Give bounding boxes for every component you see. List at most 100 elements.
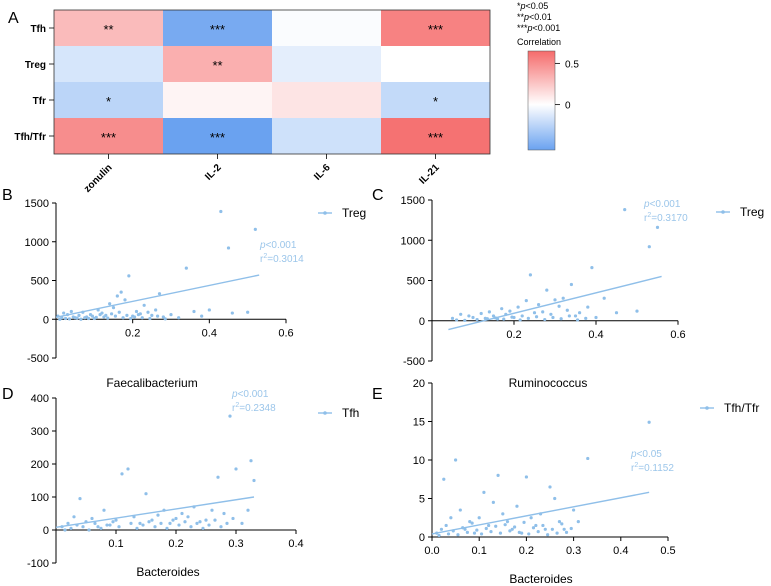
data-point-b-32 xyxy=(192,309,196,314)
x-tick-label-e-3: 0.3 xyxy=(566,545,581,557)
data-point-d-44 xyxy=(129,521,133,526)
data-point-d-21 xyxy=(186,515,190,519)
data-point-b-41 xyxy=(63,316,68,321)
data-point-d-57 xyxy=(207,523,211,527)
data-point-b-30 xyxy=(177,316,181,320)
x-tick-label-b-2: 0.6 xyxy=(278,327,293,339)
panel-label-e: E xyxy=(372,386,383,403)
data-point-d-37 xyxy=(81,525,85,529)
data-point-b-58 xyxy=(129,316,133,321)
data-point-e-21 xyxy=(529,516,533,520)
data-point-c-27 xyxy=(573,314,578,318)
data-point-e-45 xyxy=(498,531,503,535)
data-point-e-60 xyxy=(569,526,573,531)
data-point-e-42 xyxy=(484,526,488,531)
x-tick-label-e-4: 0.4 xyxy=(613,545,628,557)
data-point-d-30 xyxy=(240,521,244,526)
y-tick-label-c-1: 0 xyxy=(419,316,425,328)
data-point-e-41 xyxy=(479,532,484,536)
data-point-c-31 xyxy=(594,315,598,320)
data-point-b-62 xyxy=(148,316,152,321)
data-point-d-26 xyxy=(216,475,220,479)
data-point-b-60 xyxy=(136,313,141,317)
data-point-b-54 xyxy=(113,314,118,318)
data-point-b-47 xyxy=(86,316,91,321)
p-value-annotation-e: p<0.05 xyxy=(630,449,662,460)
data-point-e-8 xyxy=(468,520,472,524)
scatter-panel-b: -500 0 500 1000 1500 0.2 0.4 0.6 p<0.001 r2=0.301… xyxy=(25,198,367,390)
data-point-b-53 xyxy=(109,312,114,316)
data-point-b-29 xyxy=(169,313,173,317)
data-point-e-20 xyxy=(524,475,529,479)
data-point-e-59 xyxy=(564,530,569,534)
y-tick-label-b-4: 1500 xyxy=(25,198,49,210)
data-point-d-14 xyxy=(144,492,148,496)
data-point-c-36 xyxy=(647,245,651,249)
y-tick-label-b-2: 500 xyxy=(31,276,49,288)
data-point-e-13 xyxy=(491,500,495,504)
y-tick-label-c-4: 1500 xyxy=(401,195,425,207)
data-point-d-46 xyxy=(141,523,145,527)
data-point-d-33 xyxy=(252,478,256,483)
heatmap-cell-tfh-il-2 xyxy=(163,10,272,46)
data-point-e-5 xyxy=(454,458,458,462)
heatmap-col-label-zonulin: zonulin xyxy=(82,162,115,195)
x-tick-label-d-0: 0.1 xyxy=(108,538,123,550)
data-point-e-14 xyxy=(496,473,500,477)
data-point-e-17 xyxy=(510,527,514,531)
data-point-b-61 xyxy=(140,316,144,320)
data-point-d-24 xyxy=(204,518,208,522)
data-point-e-36 xyxy=(456,533,460,537)
x-tick-label-b-0: 0.2 xyxy=(125,327,140,339)
data-point-e-25 xyxy=(548,485,552,489)
data-point-c-1 xyxy=(459,312,463,316)
heatmap-cell-tfr-il-6 xyxy=(272,82,381,118)
y-tick-label-d-4: 300 xyxy=(31,426,49,438)
data-point-d-34 xyxy=(63,528,67,532)
y-tick-label-d-3: 200 xyxy=(31,459,49,471)
data-point-e-46 xyxy=(503,523,507,527)
data-point-b-63 xyxy=(155,314,160,318)
data-point-d-59 xyxy=(219,525,223,529)
data-point-e-18 xyxy=(515,504,519,508)
heatmap-star-tfh-tfr-il-21: *** xyxy=(428,130,443,145)
data-point-b-16 xyxy=(115,294,119,298)
data-point-b-46 xyxy=(83,316,87,320)
data-point-c-15 xyxy=(524,299,528,303)
data-point-e-2 xyxy=(442,477,446,481)
data-point-d-11 xyxy=(126,467,130,471)
data-point-b-38 xyxy=(246,310,250,314)
heatmap-star-tfh-il-21: *** xyxy=(428,22,443,37)
data-point-d-50 xyxy=(165,526,169,530)
data-point-d-31 xyxy=(246,508,250,512)
data-point-e-15 xyxy=(501,512,505,516)
data-point-d-18 xyxy=(168,521,172,526)
data-point-c-4 xyxy=(479,311,483,316)
data-point-b-45 xyxy=(79,317,83,321)
data-point-e-24 xyxy=(543,527,547,531)
regression-line-b xyxy=(55,274,260,318)
x-tick-label-c-0: 0.2 xyxy=(506,329,521,341)
data-point-b-50 xyxy=(98,313,102,317)
data-point-d-28 xyxy=(228,414,232,418)
x-tick-label-b-1: 0.4 xyxy=(202,327,217,339)
data-point-e-58 xyxy=(560,522,564,526)
x-tick-label-c-2: 0.6 xyxy=(670,329,685,341)
y-tick-label-e-0: 0 xyxy=(419,532,425,544)
data-point-d-8 xyxy=(108,523,112,527)
data-point-e-22 xyxy=(534,523,538,528)
data-point-b-4 xyxy=(69,309,73,314)
data-point-d-29 xyxy=(234,467,238,471)
significance-legend: *p<0.05 **p<0.01 ***p<0.001 Correlation xyxy=(517,1,561,47)
data-point-d-35 xyxy=(69,526,73,530)
data-point-e-55 xyxy=(546,533,550,537)
data-point-c-20 xyxy=(545,288,549,292)
legend-marker-b xyxy=(323,211,327,215)
data-point-c-7 xyxy=(491,314,496,318)
data-point-b-2 xyxy=(62,311,66,315)
data-point-c-32 xyxy=(602,296,606,300)
data-point-b-15 xyxy=(111,306,116,310)
data-point-b-18 xyxy=(123,298,127,302)
heatmap-col-label-il-6: IL-6 xyxy=(312,162,333,183)
data-point-b-25 xyxy=(150,313,154,317)
